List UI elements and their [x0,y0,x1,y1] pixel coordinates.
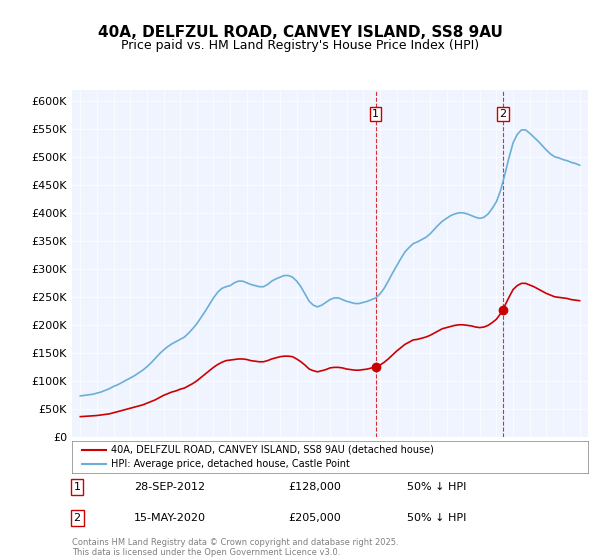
Text: 2: 2 [499,109,506,119]
Text: 50% ↓ HPI: 50% ↓ HPI [407,513,467,523]
Text: £128,000: £128,000 [289,482,341,492]
Text: 40A, DELFZUL ROAD, CANVEY ISLAND, SS8 9AU (detached house): 40A, DELFZUL ROAD, CANVEY ISLAND, SS8 9A… [110,445,434,455]
Text: 15-MAY-2020: 15-MAY-2020 [134,513,206,523]
Text: 50% ↓ HPI: 50% ↓ HPI [407,482,467,492]
Text: 2: 2 [74,513,81,523]
Text: 1: 1 [74,482,80,492]
Text: Contains HM Land Registry data © Crown copyright and database right 2025.
This d: Contains HM Land Registry data © Crown c… [72,538,398,557]
Text: 40A, DELFZUL ROAD, CANVEY ISLAND, SS8 9AU: 40A, DELFZUL ROAD, CANVEY ISLAND, SS8 9A… [98,25,502,40]
Text: HPI: Average price, detached house, Castle Point: HPI: Average price, detached house, Cast… [110,459,350,469]
Text: Price paid vs. HM Land Registry's House Price Index (HPI): Price paid vs. HM Land Registry's House … [121,39,479,52]
Text: 28-SEP-2012: 28-SEP-2012 [134,482,205,492]
Text: £205,000: £205,000 [289,513,341,523]
Text: 1: 1 [372,109,379,119]
